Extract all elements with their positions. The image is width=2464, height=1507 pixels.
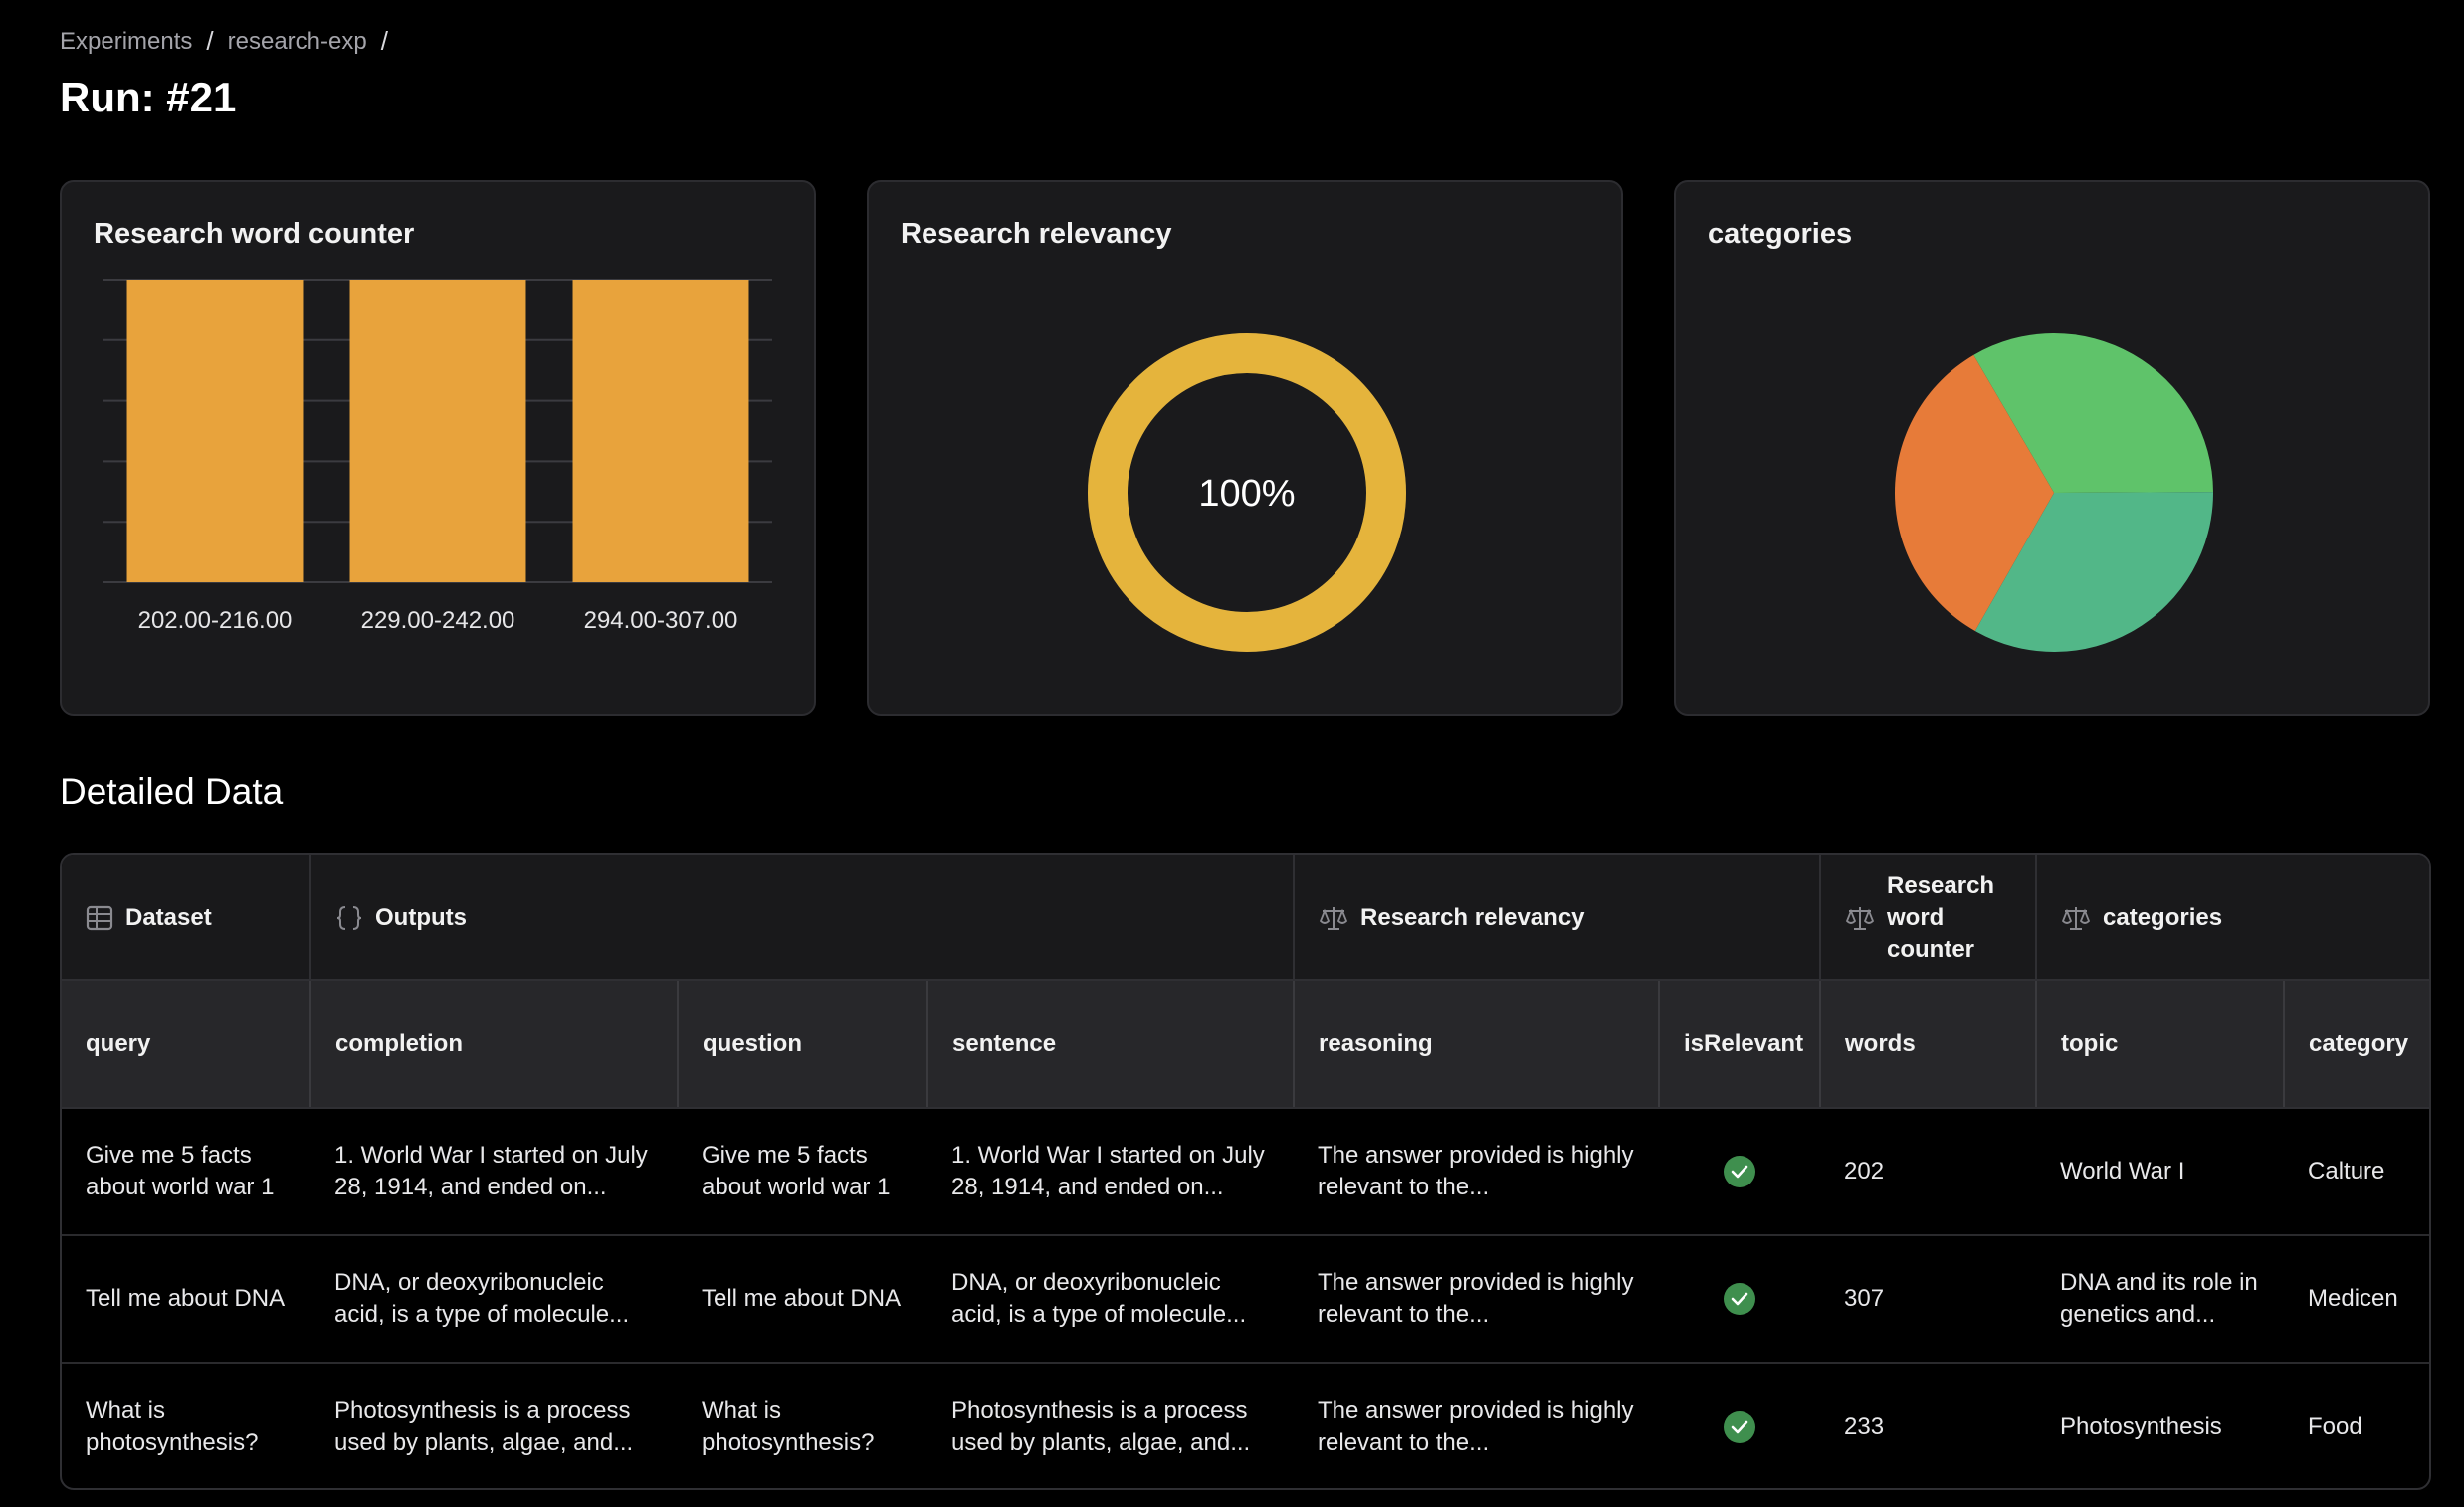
group-label: Dataset xyxy=(125,903,212,931)
section-title: Detailed Data xyxy=(60,771,284,812)
cell-query: Give me 5 facts about world war 1 xyxy=(62,1108,310,1236)
cell-sentence: 1. World War I started on July 28, 1914,… xyxy=(927,1108,1295,1236)
group-label: Outputs xyxy=(375,903,467,931)
relevancy-donut-chart: 100% xyxy=(1088,333,1406,652)
relevancy-card: Research relevancy 100% xyxy=(867,180,1623,716)
cell-topic: Photosynthesis xyxy=(2060,1412,2222,1440)
group-research-relevancy: Research relevancy xyxy=(1294,855,1822,981)
cell-words: 233 xyxy=(1844,1412,1885,1440)
cell-question: What is photosynthesis? xyxy=(702,1397,875,1456)
check-circle-icon xyxy=(1724,1410,1756,1443)
table-row[interactable]: Tell me about DNA DNA, or deoxyribonucle… xyxy=(62,1235,2429,1364)
group-label: Research relevancy xyxy=(1360,903,1585,931)
word-counter-title: Research word counter xyxy=(94,218,415,250)
donut-value-label: 100% xyxy=(1198,473,1295,515)
group-research-word-counter: Research word counter xyxy=(1820,855,2038,981)
cell-sentence: DNA, or deoxyribonucleic acid, is a type… xyxy=(927,1235,1295,1364)
cell-query: Tell me about DNA xyxy=(62,1235,310,1364)
pie-slice xyxy=(1974,492,2213,652)
cell-reasoning: The answer provided is highly relevant t… xyxy=(1318,1397,1634,1456)
column-header-category[interactable]: category xyxy=(2284,980,2429,1109)
table-icon xyxy=(86,904,113,932)
donut-arc xyxy=(1088,333,1406,652)
breadcrumb-separator: / xyxy=(206,26,214,56)
cell-completion: DNA, or deoxyribonucleic acid, is a type… xyxy=(310,1235,678,1364)
column-header-isrelevant[interactable]: isRelevant xyxy=(1659,980,1822,1109)
group-categories: categories xyxy=(2036,855,2429,981)
bar xyxy=(572,280,749,582)
categories-pie-chart xyxy=(1895,332,2213,652)
cell-words: 307 xyxy=(1820,1235,2037,1364)
bar xyxy=(126,280,304,582)
cell-category: Calture xyxy=(2284,1108,2429,1236)
breadcrumb-research-exp[interactable]: research-exp xyxy=(227,27,367,55)
cell-query: What is photosynthesis? xyxy=(86,1397,259,1456)
x-tick-label: 229.00-242.00 xyxy=(361,607,515,634)
group-dataset: Dataset xyxy=(62,855,311,981)
relevancy-title: Research relevancy xyxy=(901,218,1172,250)
column-header-row: query completion question sentence reaso… xyxy=(62,980,2429,1109)
column-header-reasoning[interactable]: reasoning xyxy=(1294,980,1661,1109)
scale-icon xyxy=(1319,904,1348,932)
group-outputs: Outputs xyxy=(310,855,1296,981)
check-circle-icon xyxy=(1724,1156,1756,1188)
x-tick-label: 294.00-307.00 xyxy=(584,607,738,634)
cell-category: Medicen xyxy=(2284,1235,2429,1364)
bar xyxy=(349,280,526,582)
categories-title: categories xyxy=(1708,218,1853,250)
cell-sentence: Photosynthesis is a process used by plan… xyxy=(951,1397,1251,1456)
column-header-question[interactable]: question xyxy=(678,980,928,1109)
check-circle-icon xyxy=(1724,1283,1756,1316)
scale-icon xyxy=(2061,904,2091,932)
column-header-words[interactable]: words xyxy=(1820,980,2038,1109)
table-row[interactable]: Give me 5 facts about world war 1 1. Wor… xyxy=(62,1108,2429,1236)
column-header-completion[interactable]: completion xyxy=(310,980,679,1109)
column-header-topic[interactable]: topic xyxy=(2036,980,2286,1109)
cell-topic: DNA and its role in genetics and... xyxy=(2036,1235,2285,1364)
detailed-data-table: Dataset Outputs xyxy=(60,853,2431,1490)
categories-card: categories xyxy=(1674,180,2430,716)
braces-icon xyxy=(335,904,363,932)
page-title: Run: #21 xyxy=(60,74,237,120)
scale-icon xyxy=(1845,904,1875,932)
x-tick-label: 202.00-216.00 xyxy=(138,607,293,634)
cell-question: Give me 5 facts about world war 1 xyxy=(678,1108,927,1236)
cell-words: 202 xyxy=(1820,1108,2037,1236)
cell-topic: World War I xyxy=(2036,1108,2285,1236)
breadcrumb-separator: / xyxy=(380,26,388,56)
word-counter-card: Research word counter 202.00-216.00 229.0… xyxy=(60,180,816,716)
cell-reasoning: The answer provided is highly relevant t… xyxy=(1294,1108,1660,1236)
pie-slice xyxy=(1895,354,2054,632)
group-label: Research word counter xyxy=(1887,871,1995,963)
cell-completion: Photosynthesis is a process used by plan… xyxy=(334,1397,634,1456)
cell-reasoning: The answer provided is highly relevant t… xyxy=(1294,1235,1660,1364)
cell-question: Tell me about DNA xyxy=(678,1235,927,1364)
group-header-row: Dataset Outputs xyxy=(62,855,2429,981)
pie-slice xyxy=(1973,332,2213,493)
cell-isrelevant xyxy=(1659,1363,1820,1488)
column-header-query[interactable]: query xyxy=(62,980,311,1109)
table-row[interactable]: What is photosynthesis? Photosynthesis i… xyxy=(62,1363,2429,1488)
column-header-sentence[interactable]: sentence xyxy=(927,980,1296,1109)
group-label: categories xyxy=(2103,903,2223,931)
breadcrumb-experiments[interactable]: Experiments xyxy=(60,27,193,55)
cell-isrelevant xyxy=(1659,1235,1821,1364)
word-counter-bar-chart: 202.00-216.00 229.00-242.00 294.00-307.00 xyxy=(103,279,772,634)
cell-category: Food xyxy=(2308,1412,2362,1440)
breadcrumb: Experiments / research-exp / xyxy=(60,26,388,57)
cell-isrelevant xyxy=(1659,1108,1821,1236)
cell-completion: 1. World War I started on July 28, 1914,… xyxy=(310,1108,678,1236)
